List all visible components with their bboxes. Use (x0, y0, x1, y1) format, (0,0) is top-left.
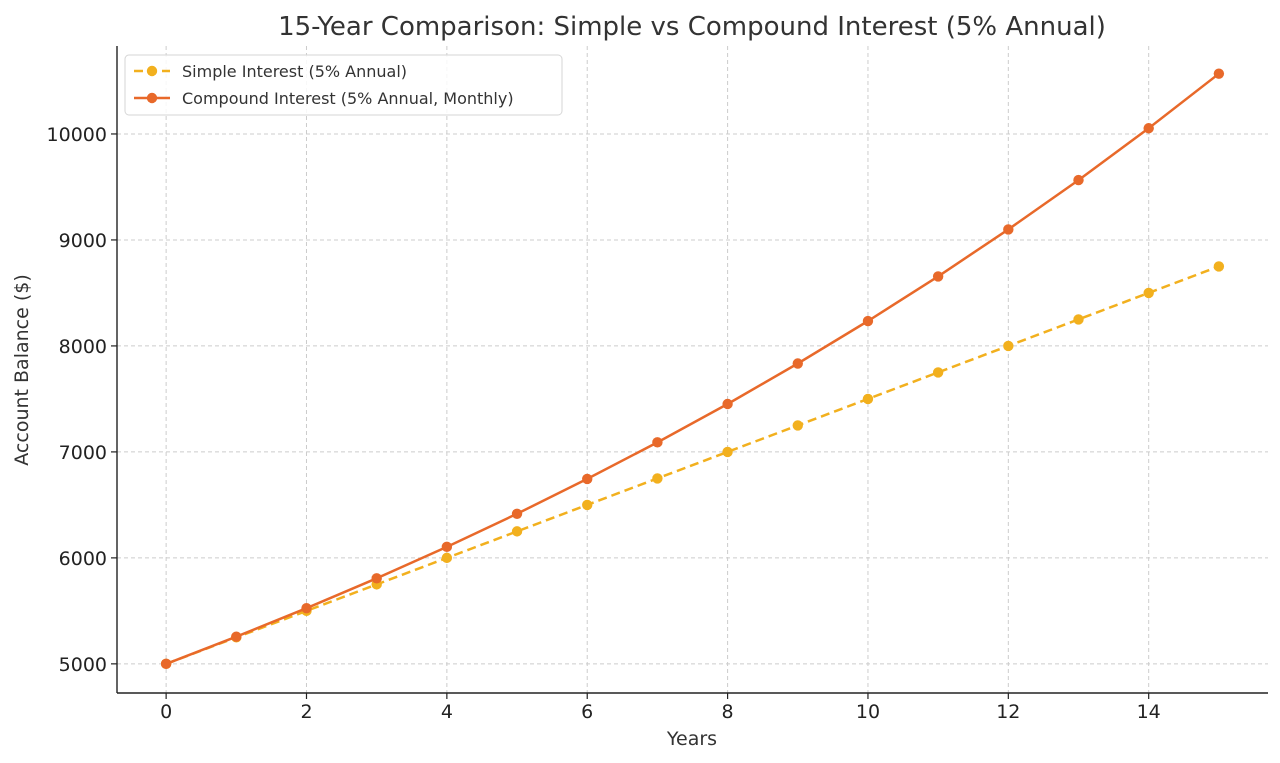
data-point (652, 473, 663, 484)
x-tick-label: 4 (441, 701, 453, 723)
data-point (1143, 287, 1154, 299)
data-point (932, 367, 944, 378)
y-tick-label: 7000 (59, 442, 107, 464)
x-axis-label: Years (666, 728, 717, 750)
y-tick-label: 8000 (59, 336, 107, 358)
data-point (231, 631, 242, 642)
data-point (1003, 224, 1014, 235)
data-point (582, 473, 593, 485)
data-point (1073, 314, 1084, 325)
data-point (441, 552, 453, 564)
data-point (1003, 340, 1014, 352)
y-tick-label: 6000 (59, 548, 107, 570)
x-tick-label: 14 (1137, 701, 1161, 723)
y-tick-label: 5000 (59, 654, 107, 676)
data-point (160, 658, 172, 670)
x-tick-label: 2 (300, 701, 312, 723)
series-line (165, 265, 1220, 666)
data-point (862, 393, 874, 405)
grid-lines (117, 46, 1268, 693)
series-line (165, 72, 1220, 666)
chart-title: 15-Year Comparison: Simple vs Compound I… (278, 12, 1106, 42)
legend-entry-label: Compound Interest (5% Annual, Monthly) (182, 89, 514, 108)
y-tick-label: 10000 (47, 124, 107, 146)
data-point (792, 358, 803, 369)
data-point (862, 315, 874, 327)
data-point (1213, 261, 1225, 272)
data-point (511, 508, 523, 519)
legend-marker (146, 92, 158, 104)
data-point (1143, 123, 1154, 134)
legend: Simple Interest (5% Annual) Compound Inte… (124, 54, 563, 116)
data-point (1213, 68, 1225, 79)
data-point (511, 526, 523, 537)
x-tick-label: 10 (856, 701, 880, 723)
series-simple-interest (160, 261, 1225, 670)
data-point (652, 437, 663, 448)
y-axis-label: Account Balance ($) (11, 274, 33, 465)
legend-box (124, 54, 563, 116)
data-point (301, 603, 312, 614)
data-point (1073, 174, 1084, 186)
x-tick-label: 8 (722, 701, 734, 723)
series-compound-interest (160, 68, 1225, 670)
y-tick-label: 9000 (59, 230, 107, 252)
axes (111, 46, 1268, 699)
data-point (441, 541, 453, 553)
x-tick-label: 12 (996, 701, 1020, 723)
series-lines (160, 68, 1225, 670)
data-point (722, 398, 733, 410)
legend-marker (146, 65, 158, 77)
data-point (371, 573, 382, 584)
data-point (792, 420, 803, 431)
x-tick-label: 6 (581, 701, 593, 723)
data-point (722, 446, 733, 458)
x-tick-label: 0 (160, 701, 172, 723)
legend-entry-label: Simple Interest (5% Annual) (182, 62, 407, 81)
data-point (932, 271, 944, 282)
tick-labels: 0 2 4 6 8 10 12 14 5000 6000 7000 8000 9000 10000 (47, 124, 1161, 723)
data-point (582, 499, 593, 511)
